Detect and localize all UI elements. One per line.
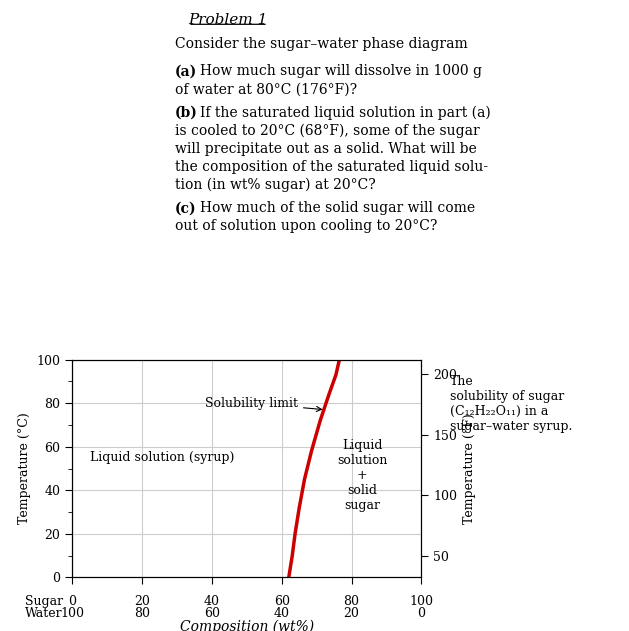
Text: will precipitate out as a solid. What will be: will precipitate out as a solid. What wi… (175, 142, 477, 156)
Text: 60: 60 (204, 607, 220, 620)
Text: 40: 40 (204, 595, 220, 608)
Text: is cooled to 20°C (68°F), some of the sugar: is cooled to 20°C (68°F), some of the su… (175, 124, 480, 138)
Text: Consider the sugar–water phase diagram: Consider the sugar–water phase diagram (175, 37, 468, 50)
Y-axis label: Temperature (°C): Temperature (°C) (18, 413, 31, 524)
Text: the composition of the saturated liquid solu-: the composition of the saturated liquid … (175, 160, 488, 174)
Text: Liquid solution (syrup): Liquid solution (syrup) (90, 451, 234, 464)
Text: The
solubility of sugar
(C₁₂H₂₂O₁₁) in a
sugar–water syrup.: The solubility of sugar (C₁₂H₂₂O₁₁) in a… (450, 375, 572, 433)
Text: (a): (a) (175, 64, 198, 78)
Text: 80: 80 (134, 607, 150, 620)
Text: 0: 0 (418, 607, 425, 620)
Text: out of solution upon cooling to 20°C?: out of solution upon cooling to 20°C? (175, 220, 437, 233)
Text: 20: 20 (134, 595, 150, 608)
Text: 100: 100 (409, 595, 433, 608)
Text: 80: 80 (343, 595, 360, 608)
Text: 40: 40 (274, 607, 290, 620)
Text: tion (in wt% sugar) at 20°C?: tion (in wt% sugar) at 20°C? (175, 178, 376, 192)
Text: Sugar: Sugar (25, 595, 64, 608)
Text: (b): (b) (175, 106, 198, 120)
Text: 100: 100 (60, 607, 84, 620)
Text: Solubility limit: Solubility limit (205, 397, 321, 411)
Y-axis label: Temperature (°F): Temperature (°F) (463, 413, 476, 524)
Text: Composition (wt%): Composition (wt%) (180, 620, 314, 631)
Text: If the saturated liquid solution in part (a): If the saturated liquid solution in part… (200, 106, 491, 121)
Text: How much sugar will dissolve in 1000 g: How much sugar will dissolve in 1000 g (200, 64, 482, 78)
Text: (c): (c) (175, 201, 197, 215)
Text: 0: 0 (69, 595, 76, 608)
Text: 60: 60 (274, 595, 290, 608)
Text: of water at 80°C (176°F)?: of water at 80°C (176°F)? (175, 83, 357, 97)
Text: 20: 20 (343, 607, 360, 620)
Text: Problem 1: Problem 1 (188, 13, 267, 27)
Text: How much of the solid sugar will come: How much of the solid sugar will come (200, 201, 475, 215)
Text: Liquid
solution
+
solid
sugar: Liquid solution + solid sugar (337, 439, 387, 512)
Text: Water: Water (25, 607, 63, 620)
